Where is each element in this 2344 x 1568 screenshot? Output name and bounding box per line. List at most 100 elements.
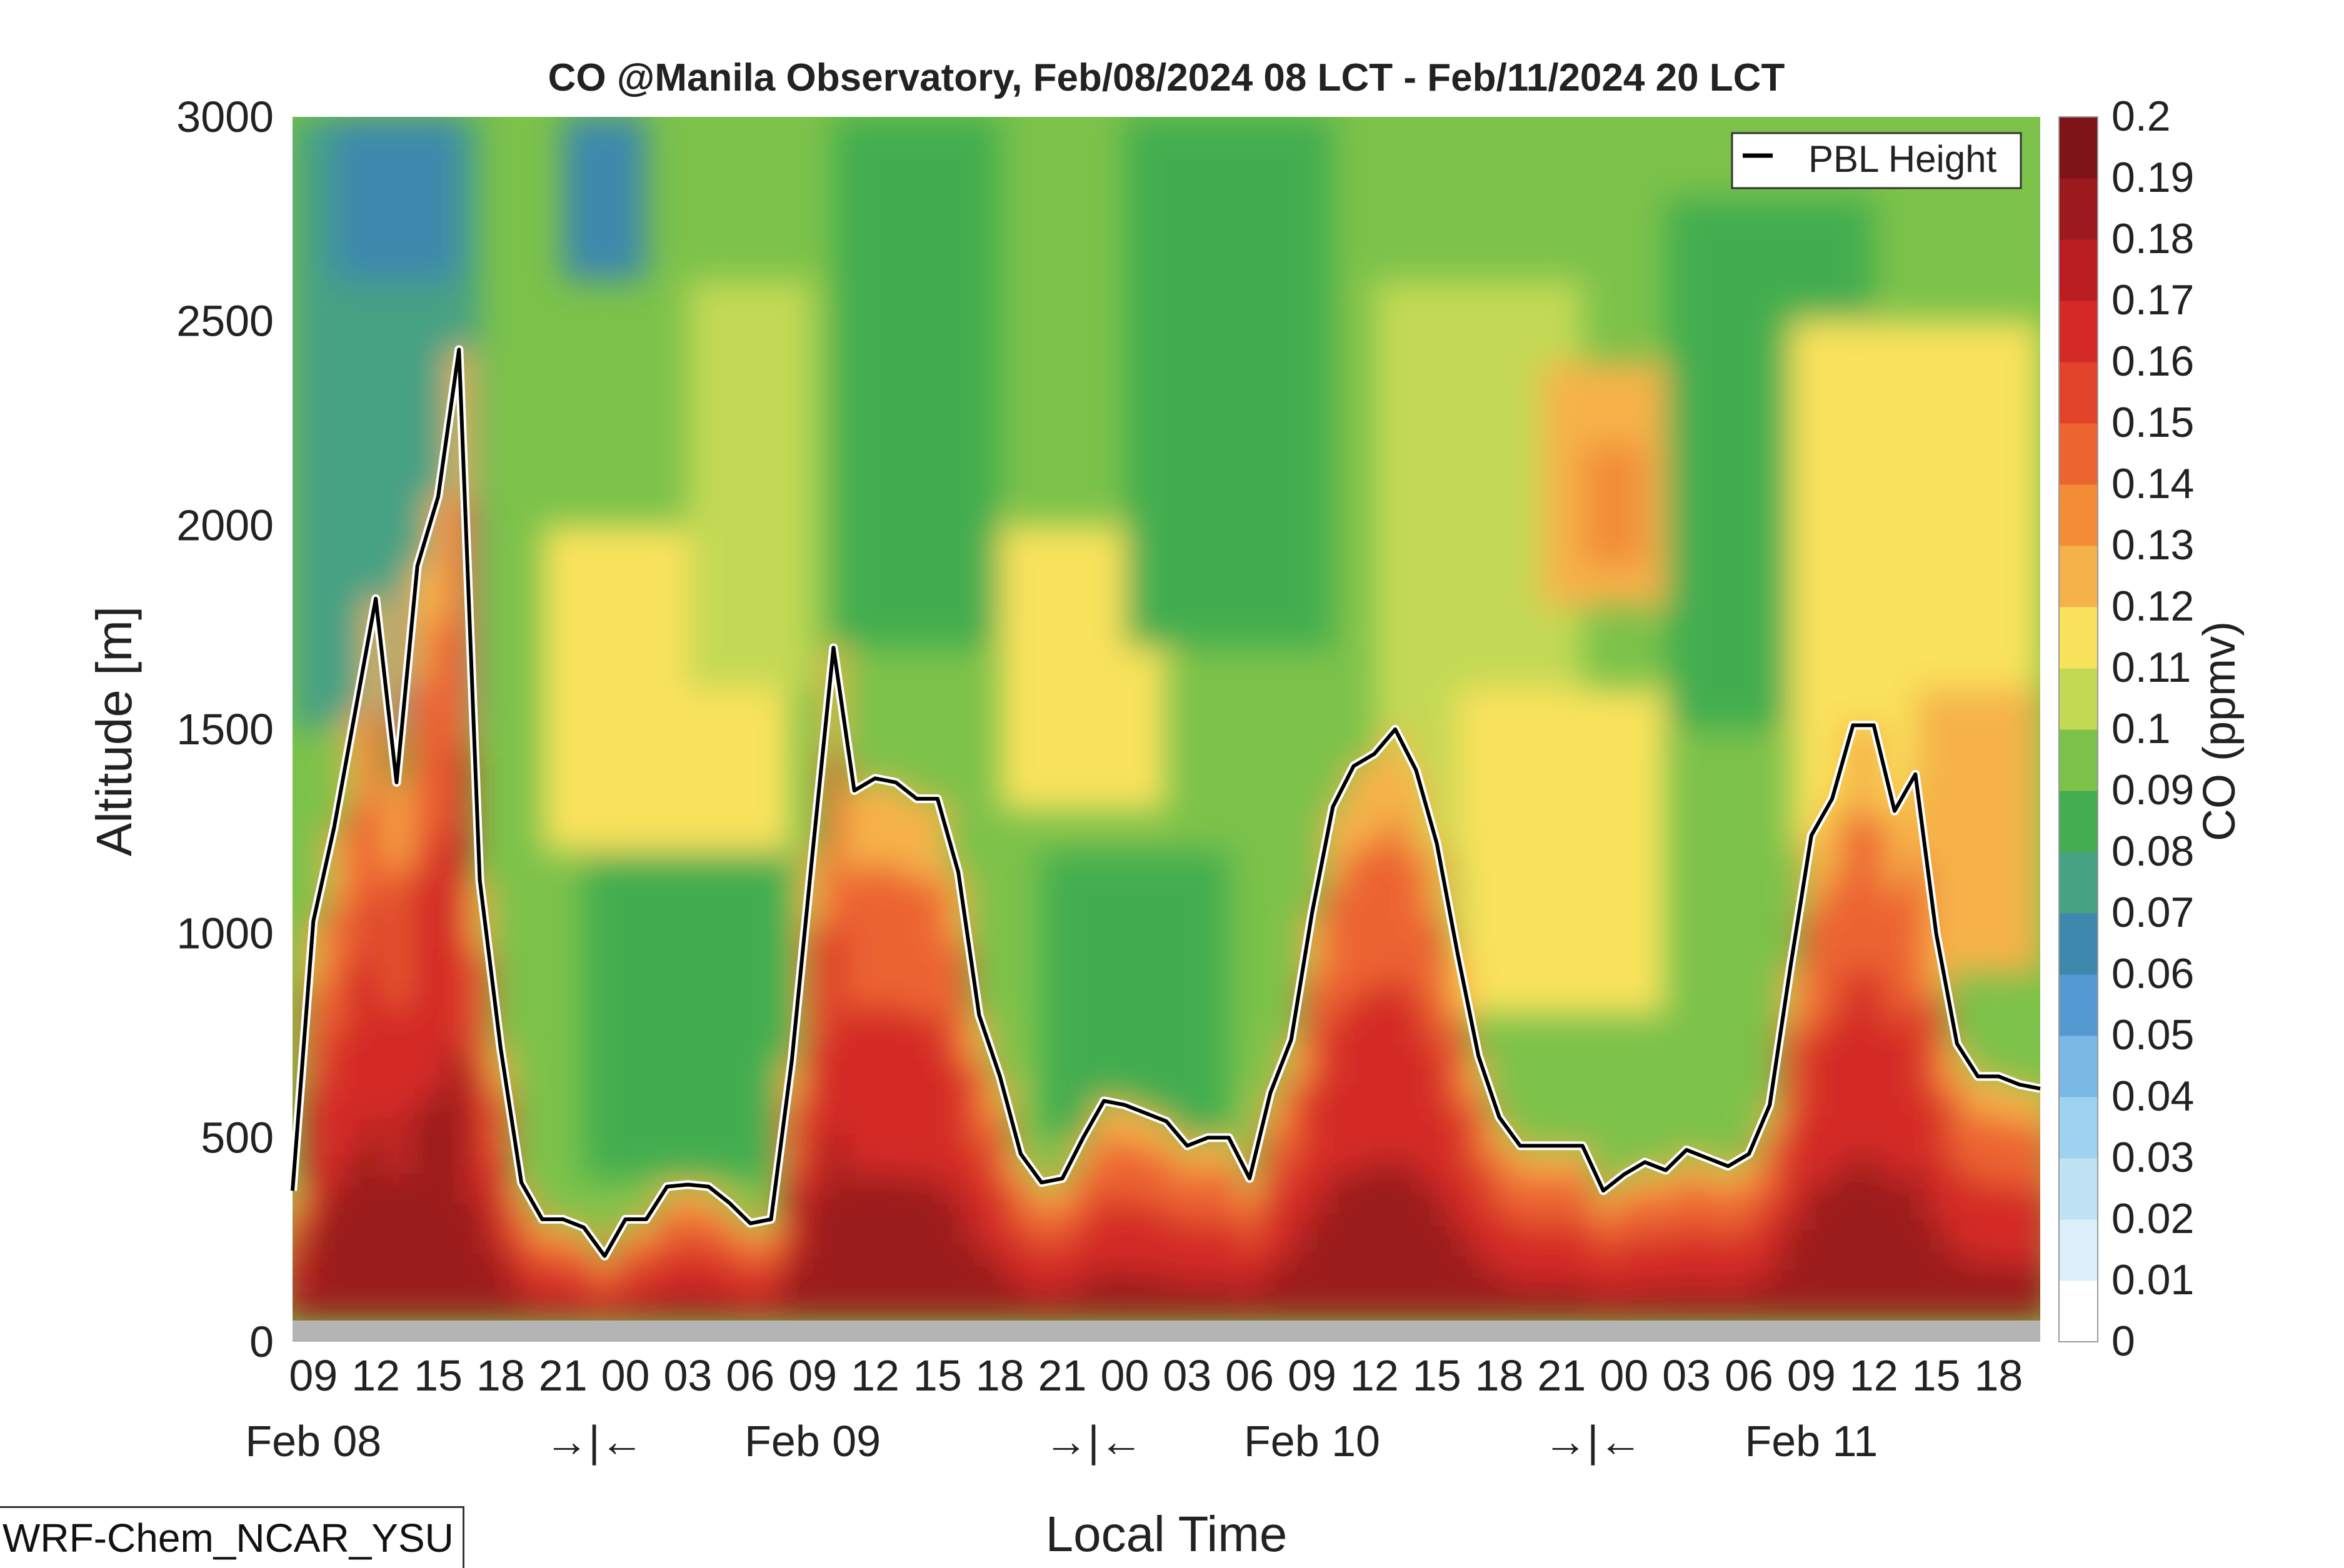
colorbar-swatch [2059, 607, 2098, 669]
chart-title: CO @Manila Observatory, Feb/08/2024 08 L… [548, 56, 1785, 99]
colorbar-tick-label: 0.04 [2111, 1072, 2194, 1120]
colorbar-swatch [2059, 913, 2098, 975]
x-tick-label: 18 [976, 1351, 1024, 1400]
field-cell [760, 1305, 783, 1321]
field-cell [844, 1176, 866, 1321]
x-tick-label: 18 [476, 1351, 525, 1400]
colorbar-tick-label: 0.19 [2111, 154, 2194, 201]
field-cell [1905, 1171, 1927, 1321]
colorbar-tick-label: 0.18 [2111, 215, 2194, 262]
field-cell [1197, 1281, 1220, 1321]
field-cell [573, 1307, 596, 1321]
x-tick-label: 21 [1038, 1351, 1087, 1400]
field-cell [2030, 1266, 2040, 1321]
field-cell [1842, 1157, 1865, 1321]
colorbar-tick-label: 0.01 [2111, 1256, 2194, 1304]
field-cell [968, 1244, 991, 1321]
colorbar-swatch [2059, 423, 2098, 485]
field-cell [1322, 1181, 1345, 1321]
x-tick-label: 09 [289, 1351, 338, 1400]
field-cell [1176, 1282, 1199, 1321]
x-tick-label: 15 [1413, 1351, 1461, 1400]
field-cell [781, 1257, 804, 1321]
field-cell [1759, 1271, 1781, 1321]
field-cell [1863, 1157, 1886, 1321]
field-cell [1218, 1281, 1241, 1321]
x-tick-label: 03 [1662, 1351, 1711, 1400]
field-cell [1093, 1269, 1116, 1321]
x-tick-label: 18 [1475, 1351, 1524, 1400]
field-cell [365, 1119, 388, 1321]
field-cell [989, 1262, 1012, 1321]
field-cell [1988, 1262, 2011, 1321]
field-cell [1821, 1179, 1844, 1321]
field-cell [1405, 1170, 1428, 1321]
field-cell [1488, 1274, 1511, 1321]
colorbar-swatch [2059, 1158, 2098, 1220]
field-cell [1124, 117, 1333, 648]
field-cell [1135, 1273, 1158, 1321]
field-cell [1967, 1262, 1990, 1321]
colorbar-tick-label: 0.14 [2111, 460, 2194, 507]
colorbar-tick-label: 0.09 [2111, 766, 2194, 814]
x-tick-label: 03 [663, 1351, 712, 1400]
legend: PBL Height [1731, 132, 2022, 189]
colorbar-tick-label: 0.05 [2111, 1011, 2194, 1059]
field-cell [677, 1294, 700, 1321]
field-cell [1634, 1287, 1657, 1321]
field-cell [303, 1216, 325, 1321]
x-tick-label: 00 [601, 1351, 650, 1400]
field-cell [636, 1305, 658, 1321]
colorbar-swatch [2059, 546, 2098, 607]
field-cell [864, 1172, 887, 1321]
colorbar-tick-label: 0.13 [2111, 521, 2194, 569]
colorbar-tick-label: 0 [2111, 1317, 2135, 1365]
field-cell [1613, 1291, 1636, 1321]
field-cell [584, 852, 792, 1179]
field-cell [428, 1088, 450, 1321]
x-day-label: Feb 11 [1745, 1417, 1878, 1466]
field-cell [927, 1179, 949, 1321]
x-day-label: Feb 10 [1244, 1417, 1380, 1466]
colorbar-swatch [2059, 178, 2098, 240]
field-cell [469, 1203, 492, 1321]
colorbar-swatch [2059, 301, 2098, 362]
field-cell [906, 1179, 929, 1321]
field-cell [1696, 1286, 1720, 1321]
field-cell [1010, 1285, 1033, 1321]
field-cell [719, 1300, 741, 1321]
field-cell [1655, 1290, 1678, 1321]
field-cell [531, 1305, 554, 1321]
field-cell [386, 1174, 409, 1321]
x-tick-label: 09 [1288, 1351, 1336, 1400]
colorbar-tick-label: 0.02 [2111, 1195, 2194, 1242]
colorbar-swatch [2059, 1219, 2098, 1281]
y-axis-label: Altitude [m] [86, 606, 142, 856]
colorbar-tick-label: 0.11 [2111, 644, 2191, 691]
field-cell [1281, 1251, 1303, 1321]
colorbar-swatch [2059, 1097, 2098, 1159]
field-cell [1385, 1158, 1407, 1321]
colorbar-swatch [2059, 852, 2098, 914]
field-cell [1447, 1225, 1470, 1321]
field-cell [1239, 1292, 1261, 1321]
field-cell [1530, 1282, 1553, 1321]
x-tick-label: 18 [1974, 1351, 2023, 1400]
field-cell [688, 280, 813, 689]
x-tick-label: 15 [414, 1351, 463, 1400]
x-tick-label: 15 [1912, 1351, 1961, 1400]
y-tick-label: 0 [249, 1317, 274, 1366]
field-cell [823, 1133, 846, 1321]
field-cell [1593, 1296, 1615, 1321]
pbl-height-line [288, 345, 2041, 1261]
field-cell [1458, 688, 1666, 1016]
field-cell [614, 1305, 638, 1321]
co-concentration-field [293, 117, 2040, 1321]
field-cell [553, 1305, 575, 1321]
y-tick-label: 2000 [176, 501, 274, 549]
field-cell [1582, 443, 1645, 566]
x-tick-label: 12 [851, 1351, 899, 1400]
field-cell [1031, 1294, 1053, 1321]
field-cell [1343, 1169, 1366, 1321]
x-tick-label: 15 [913, 1351, 962, 1400]
